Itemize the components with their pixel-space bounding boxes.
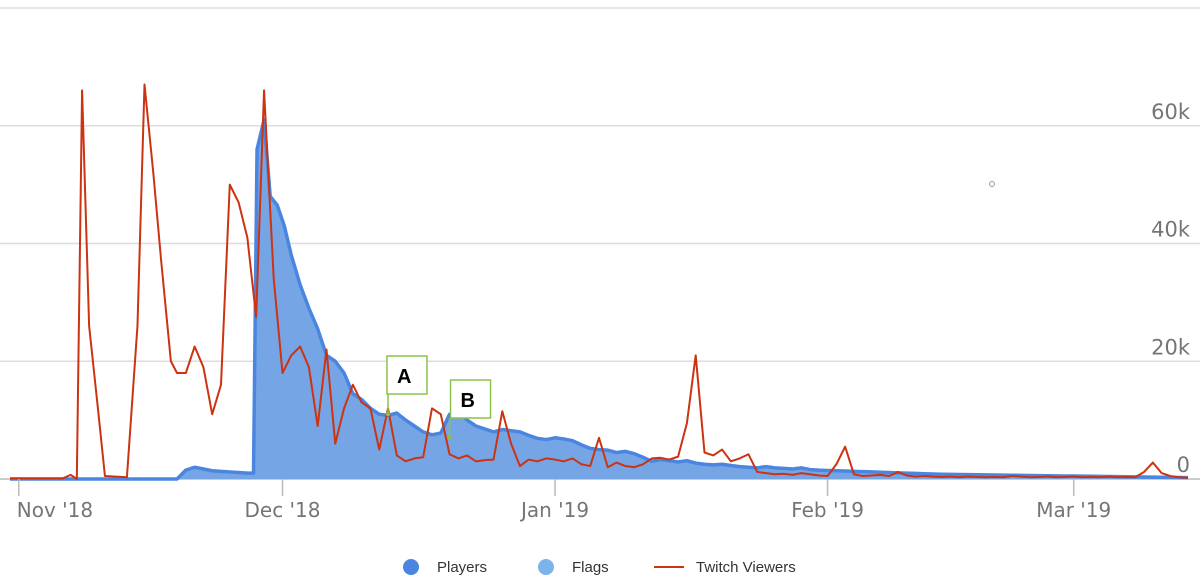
flag-anchor (386, 412, 391, 417)
legend-item-twitch-viewers[interactable]: Twitch Viewers (654, 555, 796, 579)
y-tick-label: 20k (1151, 335, 1191, 359)
legend-label-flags: Flags (572, 558, 609, 576)
y-tick-label: 40k (1151, 218, 1191, 242)
y-axis: 0 20k 40k 60k (1151, 100, 1191, 477)
players-dot-icon (403, 559, 419, 575)
legend-label-twitch-viewers: Twitch Viewers (696, 558, 796, 576)
twitch-series[interactable] (10, 83, 1189, 480)
flag-box[interactable] (449, 379, 492, 419)
flags-dot-icon (538, 559, 554, 575)
x-tick-label: Feb '19 (791, 498, 864, 522)
flags[interactable]: AB (386, 355, 492, 440)
players-line[interactable] (10, 118, 1189, 481)
x-axis: Nov '18 Dec '18 Jan '19 Feb '19 Mar '19 (17, 479, 1111, 522)
legend: Players Flags Twitch Viewers (0, 555, 1200, 579)
players-series[interactable] (10, 118, 1189, 481)
stray-marker (989, 181, 995, 187)
flag-label: A (397, 366, 411, 388)
flag-anchor (447, 435, 452, 440)
x-tick-label: Nov '18 (17, 498, 93, 522)
flag-a[interactable]: A (386, 355, 428, 417)
x-tick-label: Jan '19 (519, 498, 589, 522)
flag-b[interactable]: B (447, 379, 492, 440)
x-tick-label: Dec '18 (245, 498, 321, 522)
players-area[interactable] (10, 119, 1188, 480)
legend-item-players[interactable]: Players (403, 555, 487, 579)
flag-label: B (461, 390, 475, 412)
flag-box[interactable] (386, 355, 428, 395)
legend-label-players: Players (437, 558, 488, 576)
y-tick-label: 0 (1177, 453, 1190, 477)
x-tick-label: Mar '19 (1036, 498, 1111, 522)
y-tick-label: 60k (1151, 100, 1191, 124)
twitch-viewers-line[interactable] (10, 83, 1189, 480)
legend-item-flags[interactable]: Flags (538, 555, 609, 579)
twitch-line-icon (654, 566, 684, 568)
gridlines (0, 7, 1200, 480)
